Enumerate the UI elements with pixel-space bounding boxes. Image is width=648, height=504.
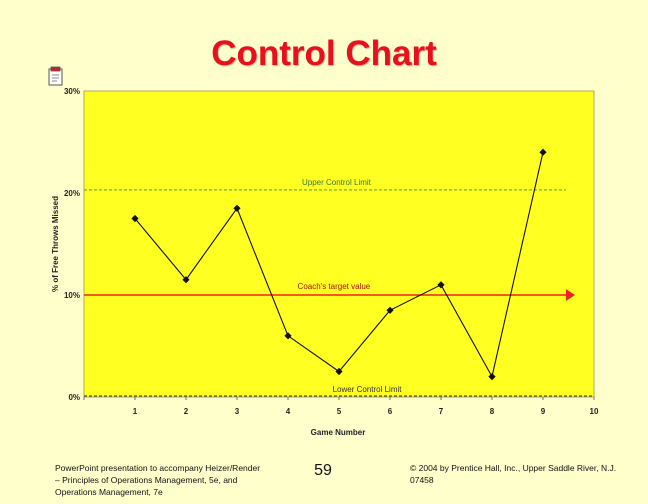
x-tick-label: 6 [388, 407, 393, 416]
x-tick-label: 9 [541, 407, 546, 416]
page-number: 59 [314, 462, 332, 479]
data-point [233, 204, 241, 212]
x-tick-label: 4 [286, 407, 291, 416]
upper-control-limit-label: Upper Control Limit [302, 178, 372, 187]
y-axis-label: % of Free Throws Missed [51, 196, 60, 292]
x-axis-label: Game Number [311, 428, 366, 437]
data-point [539, 148, 547, 156]
lower-control-limit-label: Lower Control Limit [333, 385, 403, 394]
data-point [488, 373, 496, 381]
target-arrow [565, 289, 575, 301]
data-point [284, 332, 292, 340]
x-tick-label: 7 [439, 407, 444, 416]
y-tick-label: 30% [64, 87, 80, 96]
slide-title: Control Chart [211, 34, 437, 73]
data-point [335, 367, 343, 376]
x-tick-label: 1 [133, 407, 138, 416]
data-point [182, 276, 190, 284]
document-icon [48, 66, 63, 86]
target-line-label: Coach's target value [298, 282, 371, 291]
y-tick-label: 0% [68, 393, 80, 402]
data-point [386, 306, 394, 314]
data-point [131, 214, 139, 223]
x-tick-label: 5 [337, 407, 342, 416]
x-tick-label: 10 [590, 407, 599, 416]
data-point [437, 281, 445, 289]
footer-copyright: © 2004 by Prentice Hall, Inc., Upper Sad… [410, 463, 617, 485]
x-tick-label: 3 [235, 407, 240, 416]
plot-area [83, 90, 595, 398]
y-tick-label: 20% [64, 189, 80, 198]
footer-credit: PowerPoint presentation to accompany Hei… [55, 463, 261, 497]
x-tick-label: 2 [184, 407, 189, 416]
x-tick-label: 8 [490, 407, 495, 416]
y-tick-label: 10% [64, 291, 80, 300]
